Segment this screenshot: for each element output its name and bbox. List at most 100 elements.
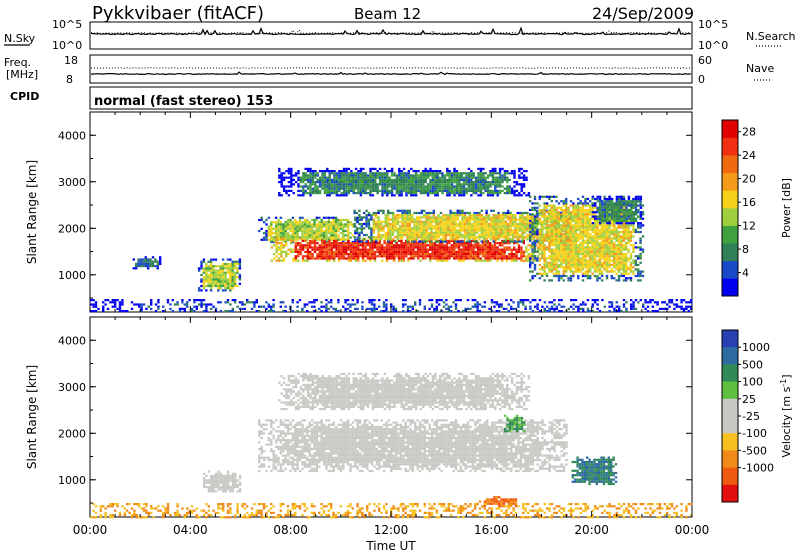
data-cell (415, 238, 419, 241)
data-cell (529, 230, 532, 234)
data-cell (262, 221, 266, 224)
data-cell (381, 244, 384, 247)
data-cell (137, 260, 140, 263)
data-cell (610, 248, 613, 251)
data-cell (474, 253, 477, 256)
data-cell (396, 233, 399, 237)
data-cell (289, 223, 292, 226)
data-cell (572, 206, 575, 209)
data-cell (357, 181, 360, 184)
data-cell (398, 187, 401, 190)
data-cell (330, 237, 333, 240)
data-cell (323, 170, 327, 173)
data-cell (458, 174, 461, 177)
data-cell (473, 240, 476, 243)
data-cell (306, 223, 309, 226)
data-cell (593, 259, 597, 262)
data-cell (598, 241, 601, 245)
data-cell (453, 253, 456, 256)
data-cell (310, 227, 314, 230)
data-cell (375, 236, 378, 239)
data-cell (490, 222, 493, 226)
data-cell (461, 216, 464, 219)
data-cell (532, 253, 535, 256)
data-cell (400, 183, 403, 186)
data-cell (285, 253, 288, 256)
data-cell (499, 216, 503, 219)
data-cell (562, 237, 565, 240)
data-cell (572, 246, 575, 249)
data-cell (603, 217, 607, 220)
data-cell (299, 194, 303, 197)
data-cell (358, 218, 362, 222)
data-cell (361, 242, 365, 245)
data-cell (610, 244, 613, 247)
data-cell (579, 235, 582, 238)
data-cell (321, 178, 324, 181)
data-cell (294, 223, 297, 226)
data-cell (304, 239, 307, 242)
data-cell (422, 192, 425, 195)
data-cell (455, 178, 459, 181)
data-cell (490, 216, 493, 219)
data-cell (617, 259, 621, 262)
data-cell (407, 257, 410, 260)
data-cell (487, 222, 491, 226)
data-cell (608, 239, 611, 242)
data-cell (545, 272, 549, 275)
data-cell (498, 185, 502, 188)
data-cell (433, 242, 437, 245)
data-cell (285, 170, 288, 173)
data-cell (491, 246, 494, 249)
data-cell (555, 270, 558, 273)
data-cell (535, 238, 539, 241)
data-cell (565, 226, 568, 229)
data-cell (442, 218, 445, 221)
data-cell (545, 266, 549, 269)
data-cell (548, 279, 551, 282)
data-cell (450, 185, 454, 188)
data-cell (538, 235, 541, 238)
data-cell (292, 259, 295, 262)
data-cell (294, 244, 297, 247)
data-cell (605, 241, 609, 245)
data-cell (572, 244, 575, 247)
data-cell (608, 270, 611, 273)
data-cell (378, 172, 382, 175)
data-cell (466, 231, 469, 234)
data-cell (567, 233, 570, 236)
data-cell (498, 192, 502, 195)
data-cell (430, 231, 433, 234)
data-cell (463, 227, 467, 230)
data-cell (468, 236, 471, 239)
data-cell (562, 226, 565, 229)
data-cell (527, 192, 531, 195)
data-cell (484, 259, 487, 262)
data-cell (555, 235, 558, 238)
data-cell (346, 234, 350, 237)
data-cell (615, 268, 618, 271)
data-cell (514, 220, 517, 223)
data-cell (478, 233, 481, 237)
data-cell (448, 170, 451, 173)
data-cell (586, 219, 589, 223)
data-cell (620, 230, 623, 234)
data-cell (338, 174, 341, 177)
data-cell (308, 232, 311, 235)
data-cell (462, 189, 466, 192)
data-cell (584, 239, 587, 242)
data-cell (462, 250, 465, 253)
data-cell (601, 206, 604, 209)
data-cell (591, 241, 594, 245)
data-cell (506, 178, 509, 181)
data-cell (455, 183, 459, 186)
data-cell (499, 225, 503, 228)
data-cell (577, 248, 580, 251)
data-cell (567, 208, 570, 212)
data-cell (515, 250, 518, 253)
data-cell (584, 255, 587, 258)
data-cell (426, 194, 430, 197)
data-cell (480, 222, 483, 226)
data-cell (608, 206, 611, 209)
data-cell (526, 214, 529, 217)
